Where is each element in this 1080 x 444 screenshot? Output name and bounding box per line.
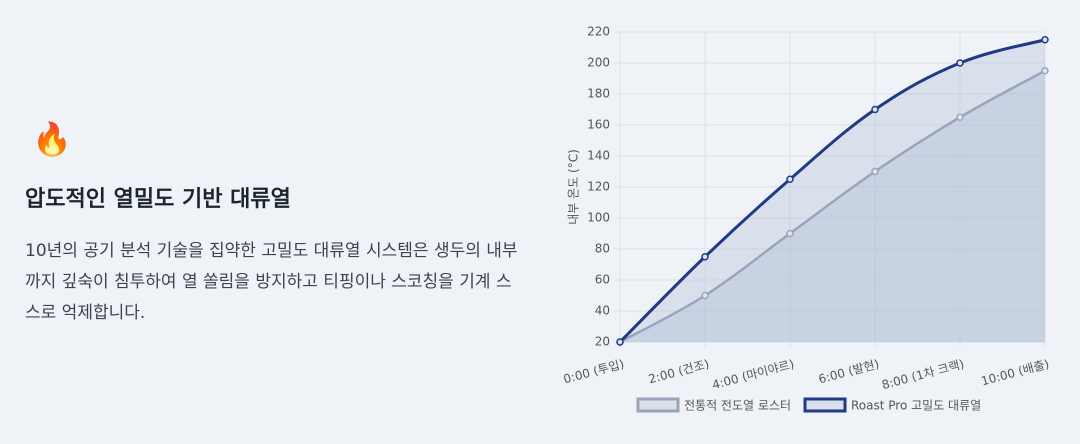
point [871, 105, 879, 114]
feature-title: 압도적인 열밀도 기반 대류열 [25, 187, 291, 212]
point [956, 59, 964, 67]
x-tick-label: 6:00 (발현) [817, 357, 881, 387]
feature-description: 10년의 공기 분석 기술을 집약한 고밀도 대류열 시스템은 생두의 내부까지… [25, 241, 518, 323]
y-tick-label: 80 [595, 242, 610, 256]
y-tick-label: 180 [587, 87, 610, 101]
y-tick-label: 120 [587, 180, 610, 194]
y-tick-label: 160 [587, 118, 610, 132]
point [786, 229, 794, 238]
y-tick-label: 40 [595, 304, 610, 318]
line [618, 38, 1046, 344]
x-tick-label: 4:00 (마이야르) [711, 357, 796, 392]
point [1041, 36, 1049, 44]
area-fill [620, 39, 1045, 342]
legend-swatch [803, 397, 847, 413]
y-tick-label: 100 [587, 211, 610, 225]
y-axis-label: 내부 온도 (°C) [567, 149, 581, 225]
feature-icon: 🔥 [32, 120, 72, 158]
point [616, 338, 624, 346]
y-tick-label: 60 [595, 273, 610, 287]
point [871, 167, 879, 176]
y-tick-label: 200 [587, 56, 610, 70]
point [1041, 67, 1049, 75]
y-tick-label: 140 [587, 149, 610, 163]
legend-label: 전통적 전도열 로스터 [684, 399, 791, 413]
x-tick-label: 8:00 (1차 크랙) [880, 357, 965, 392]
y-tick-label: 20 [595, 335, 610, 349]
legend-swatch [636, 397, 680, 413]
point [701, 291, 709, 300]
x-tick-label: 0:00 (투입) [562, 357, 626, 387]
point [701, 253, 709, 261]
area-fill [620, 70, 1045, 342]
line [619, 69, 1046, 344]
point [956, 113, 964, 121]
x-tick-label: 2:00 (건조) [647, 357, 711, 387]
legend-label: Roast Pro 고밀도 대류열 [851, 399, 981, 413]
point [786, 175, 794, 183]
y-tick-label: 220 [587, 25, 610, 39]
x-tick-label: 10:00 (배출) [980, 357, 1051, 389]
